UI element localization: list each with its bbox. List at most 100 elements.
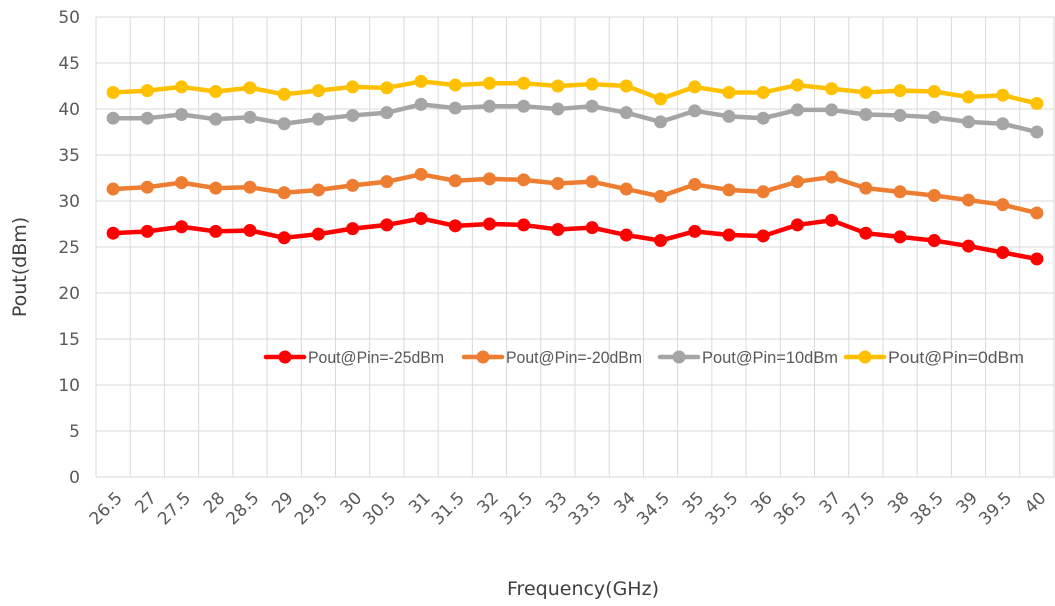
data-point xyxy=(825,82,839,96)
data-point xyxy=(996,198,1010,212)
data-point xyxy=(756,111,770,125)
data-point xyxy=(654,189,668,203)
x-tick-label: 38.5 xyxy=(907,488,948,529)
data-point xyxy=(722,183,736,197)
y-axis-title: Pout(dBm) xyxy=(9,217,31,317)
data-point xyxy=(688,224,702,238)
series-3 xyxy=(106,97,1044,139)
data-point xyxy=(893,84,907,98)
data-point xyxy=(414,97,428,111)
x-tick-label: 27.5 xyxy=(154,488,195,529)
data-point xyxy=(619,106,633,120)
series-line xyxy=(110,102,1040,135)
data-point xyxy=(311,227,325,241)
data-point xyxy=(1030,252,1044,266)
x-tick-label: 36.5 xyxy=(770,488,811,529)
data-point xyxy=(517,218,531,232)
data-point xyxy=(790,175,804,189)
data-point xyxy=(140,111,154,125)
data-point xyxy=(209,224,223,238)
data-point xyxy=(346,80,360,94)
data-point xyxy=(106,85,120,99)
x-tick-label: 30.5 xyxy=(359,488,400,529)
data-point xyxy=(311,84,325,98)
legend-item: Pout@Pin=0dBm xyxy=(843,348,1024,367)
data-point xyxy=(277,117,291,131)
data-point xyxy=(859,181,873,195)
data-point xyxy=(619,182,633,196)
data-point xyxy=(1030,96,1044,110)
data-point xyxy=(448,174,462,188)
legend-swatch-marker xyxy=(278,350,292,364)
gridlines xyxy=(95,16,1055,478)
data-point xyxy=(517,173,531,187)
x-axis-title: Frequency(GHz) xyxy=(507,578,659,600)
data-point xyxy=(448,78,462,92)
data-point xyxy=(346,178,360,192)
x-tick-label: 29.5 xyxy=(291,488,332,529)
data-point xyxy=(311,112,325,126)
data-point xyxy=(927,85,941,99)
data-point xyxy=(243,110,257,124)
x-tick-label: 35.5 xyxy=(702,488,743,529)
data-point xyxy=(927,188,941,202)
data-point xyxy=(551,102,565,116)
data-point xyxy=(996,246,1010,260)
data-point xyxy=(517,99,531,113)
data-point xyxy=(243,180,257,194)
data-point xyxy=(175,80,189,94)
data-point xyxy=(277,186,291,200)
y-tick-label: 0 xyxy=(69,468,80,488)
data-point xyxy=(311,183,325,197)
legend-label: Pout@Pin=10dBm xyxy=(702,348,838,367)
legend: Pout@Pin=-25dBm Pout@Pin=-20dBm Pout@Pin=1… xyxy=(263,348,1024,367)
data-point xyxy=(209,112,223,126)
data-point xyxy=(654,234,668,248)
series-line xyxy=(110,216,1040,262)
x-tick-label: 26.5 xyxy=(86,488,127,529)
data-point xyxy=(825,213,839,227)
data-point xyxy=(996,117,1010,131)
x-tick-label: 33.5 xyxy=(565,488,606,529)
data-point xyxy=(448,101,462,115)
data-point xyxy=(893,230,907,244)
legend-swatch-marker xyxy=(672,350,686,364)
data-point xyxy=(996,88,1010,102)
data-point xyxy=(209,85,223,99)
data-point xyxy=(482,76,496,90)
legend-item: Pout@Pin=-20dBm xyxy=(461,348,642,367)
data-point xyxy=(482,172,496,186)
data-point xyxy=(722,109,736,123)
data-point xyxy=(380,218,394,232)
data-point xyxy=(106,111,120,125)
data-point xyxy=(859,85,873,99)
x-tick-label: 39.5 xyxy=(975,488,1016,529)
data-point xyxy=(859,108,873,122)
data-point xyxy=(825,103,839,117)
data-point xyxy=(756,229,770,243)
data-point xyxy=(517,76,531,90)
data-point xyxy=(654,115,668,129)
data-point xyxy=(722,85,736,99)
data-point xyxy=(414,74,428,88)
series-4 xyxy=(106,74,1044,110)
y-tick-label: 25 xyxy=(58,238,80,258)
data-point xyxy=(654,92,668,106)
data-point xyxy=(585,99,599,113)
series-1 xyxy=(106,211,1044,266)
y-tick-label: 5 xyxy=(69,422,80,442)
data-point xyxy=(414,167,428,181)
data-point xyxy=(106,182,120,196)
legend-item: Pout@Pin=10dBm xyxy=(657,348,838,367)
data-point xyxy=(927,234,941,248)
data-point xyxy=(175,220,189,234)
data-point xyxy=(277,87,291,101)
y-tick-label: 35 xyxy=(58,146,80,166)
y-tick-label: 50 xyxy=(58,8,80,28)
data-point xyxy=(859,226,873,240)
data-point xyxy=(961,90,975,104)
x-tick-label: 37.5 xyxy=(838,488,879,529)
data-point xyxy=(380,175,394,189)
legend-label: Pout@Pin=-20dBm xyxy=(506,348,642,367)
